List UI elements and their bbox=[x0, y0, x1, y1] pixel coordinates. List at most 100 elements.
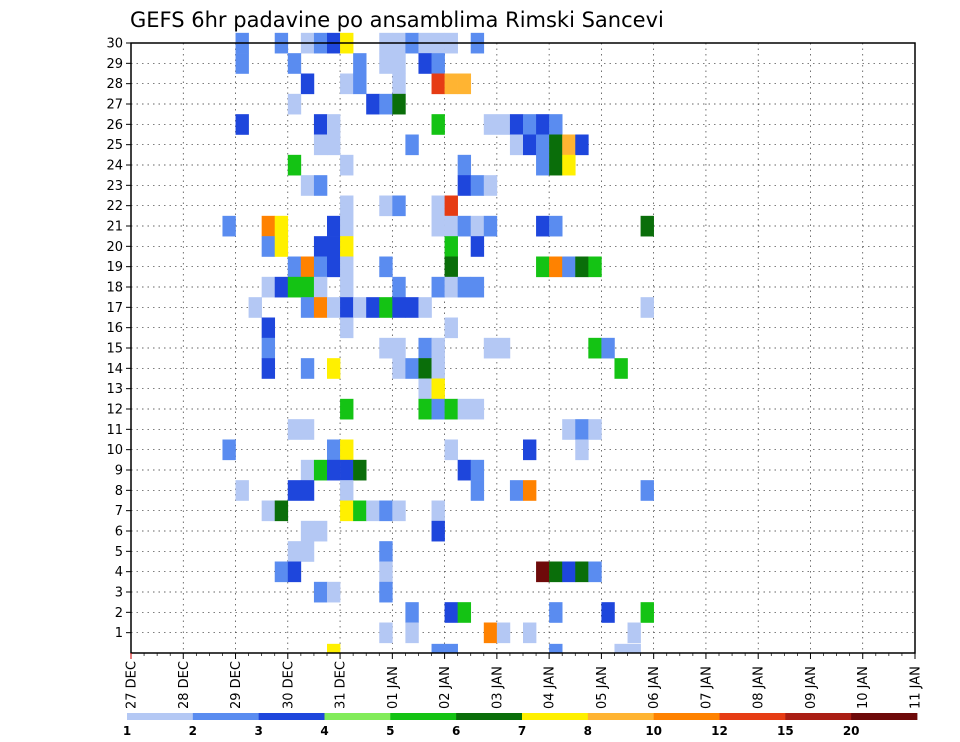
x-tick-label: 10 JAN bbox=[856, 666, 871, 709]
precip-cell bbox=[549, 215, 563, 237]
colorbar-label: 1 bbox=[123, 724, 131, 738]
precip-cell bbox=[392, 53, 406, 74]
precip-cell bbox=[496, 114, 511, 135]
precip-cell bbox=[575, 419, 589, 440]
precip-cell bbox=[562, 154, 576, 176]
precip-cell bbox=[431, 114, 445, 135]
precip-cell bbox=[235, 480, 249, 501]
colorbar-swatch bbox=[719, 713, 786, 720]
y-tick-label: 9 bbox=[115, 464, 123, 479]
precip-cell bbox=[287, 53, 302, 74]
precip-cell bbox=[274, 500, 289, 522]
precip-cell bbox=[431, 73, 445, 95]
precip-cell bbox=[392, 195, 406, 217]
y-tick-label: 26 bbox=[106, 118, 123, 133]
x-tick-label: 05 JAN bbox=[595, 666, 610, 709]
y-tick-label: 10 bbox=[106, 443, 123, 458]
y-tick-label: 15 bbox=[106, 342, 123, 357]
precip-cell bbox=[313, 459, 328, 481]
precip-cell bbox=[575, 256, 589, 278]
x-tick-label: 30 DEC bbox=[281, 661, 296, 709]
y-tick-label: 7 bbox=[115, 504, 123, 519]
colorbar-swatch bbox=[456, 713, 523, 720]
precip-cell bbox=[444, 439, 458, 461]
precip-cell bbox=[444, 317, 458, 339]
precip-cell bbox=[483, 114, 498, 135]
precip-cell bbox=[431, 337, 445, 359]
precip-cell bbox=[601, 337, 615, 359]
precip-cell bbox=[431, 215, 445, 237]
precip-cell bbox=[483, 337, 498, 359]
precip-cell bbox=[261, 358, 276, 379]
precip-cell bbox=[536, 154, 550, 176]
precip-cell bbox=[340, 215, 354, 237]
precip-cell bbox=[327, 358, 341, 379]
precip-cell bbox=[444, 643, 458, 653]
precip-cell bbox=[523, 134, 537, 156]
colorbar-swatch bbox=[522, 713, 589, 720]
colorbar-swatch bbox=[324, 713, 391, 720]
precip-cell bbox=[392, 500, 406, 522]
precip-cell bbox=[405, 358, 419, 379]
precip-cell bbox=[340, 500, 354, 522]
precip-cell bbox=[379, 581, 393, 603]
x-tick-label: 04 JAN bbox=[543, 666, 558, 709]
precip-cell bbox=[392, 297, 406, 318]
y-tick-label: 21 bbox=[106, 220, 123, 235]
y-tick-label: 6 bbox=[115, 525, 123, 540]
precip-cell bbox=[523, 114, 537, 135]
precip-cell bbox=[353, 73, 367, 95]
precip-cell bbox=[222, 439, 236, 461]
precip-cell bbox=[418, 358, 432, 379]
x-tick-label: 07 JAN bbox=[699, 666, 714, 709]
precip-cell bbox=[379, 93, 393, 115]
precip-cell bbox=[431, 398, 445, 420]
x-tick-label: 03 JAN bbox=[490, 666, 505, 709]
precip-cell bbox=[313, 581, 328, 603]
precip-cell bbox=[313, 134, 328, 156]
precip-cell bbox=[457, 602, 472, 623]
precip-cell bbox=[313, 276, 328, 298]
precip-cell bbox=[392, 73, 406, 95]
colorbar-label: 20 bbox=[843, 724, 860, 738]
precip-cell bbox=[444, 256, 458, 278]
colorbar-swatch bbox=[390, 713, 457, 720]
x-tick-label: 01 JAN bbox=[386, 666, 401, 709]
precip-cell bbox=[287, 256, 302, 278]
precip-cell bbox=[496, 622, 511, 644]
precip-cell bbox=[300, 73, 315, 95]
precip-cell bbox=[287, 480, 302, 501]
colorbar-swatch bbox=[127, 713, 194, 720]
precip-cell bbox=[431, 378, 445, 400]
precip-cell bbox=[313, 256, 328, 278]
precip-cell bbox=[444, 73, 458, 95]
precip-cell bbox=[562, 561, 576, 583]
colorbar-label: 3 bbox=[254, 724, 262, 738]
precip-cell bbox=[340, 398, 354, 420]
precip-cell bbox=[287, 276, 302, 298]
precip-cell bbox=[418, 297, 432, 318]
colorbar-swatch bbox=[785, 713, 852, 720]
precip-cell bbox=[444, 236, 458, 257]
precip-cell bbox=[340, 480, 354, 501]
precip-cell bbox=[418, 53, 432, 74]
precip-cell bbox=[470, 215, 485, 237]
colorbar: 1 2 3 4 5 6 7 8 10 12 15 20 bbox=[123, 713, 918, 738]
precip-cell bbox=[457, 73, 472, 95]
y-tick-label: 5 bbox=[115, 545, 123, 560]
precip-cell bbox=[379, 500, 393, 522]
precip-cell bbox=[327, 297, 341, 318]
precip-cell bbox=[274, 215, 289, 237]
precip-cell bbox=[287, 541, 302, 562]
precip-cell bbox=[327, 134, 341, 156]
x-tick-label: 02 JAN bbox=[438, 666, 453, 709]
colorbar-swatch bbox=[851, 713, 918, 720]
precip-cell bbox=[418, 398, 432, 420]
y-tick-label: 1 bbox=[115, 626, 123, 641]
precip-cell bbox=[431, 53, 445, 74]
y-axis: 1234567891011121314151617181920212223242… bbox=[106, 37, 131, 641]
precip-cell bbox=[483, 622, 498, 644]
precip-cell bbox=[340, 195, 354, 217]
precip-cell bbox=[379, 195, 393, 217]
